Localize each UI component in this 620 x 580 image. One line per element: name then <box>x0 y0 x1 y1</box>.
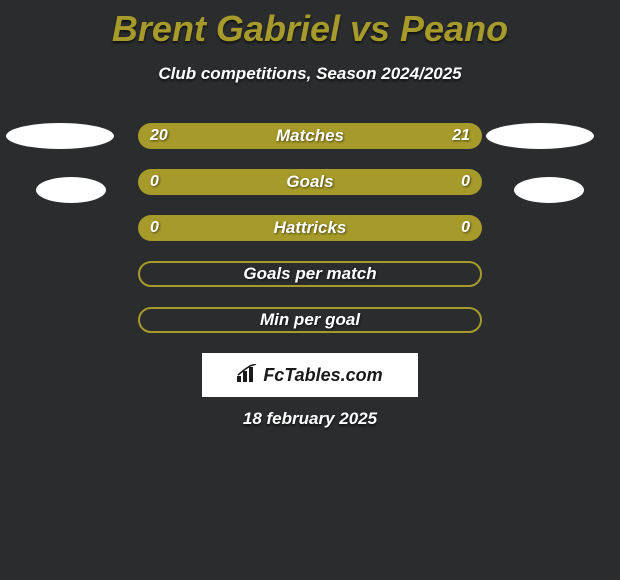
player-left-ellipse-icon <box>36 177 106 203</box>
fctables-logo: FcTables.com <box>202 353 418 397</box>
stat-left-value: 0 <box>150 219 159 237</box>
logo-text: FcTables.com <box>263 365 382 386</box>
date-label: 18 february 2025 <box>0 409 620 429</box>
stat-right-value: 0 <box>461 219 470 237</box>
stat-left-value: 20 <box>150 127 168 145</box>
stat-right-value: 0 <box>461 173 470 191</box>
player-right-ellipse-icon <box>486 123 594 149</box>
stat-label: Matches <box>276 126 344 146</box>
stat-label: Goals per match <box>243 264 376 284</box>
player-left-ellipse-icon <box>6 123 114 149</box>
stat-row-goals-per-match: Goals per match <box>138 261 482 287</box>
stat-label: Min per goal <box>260 310 360 330</box>
stats-container: 20 Matches 21 0 Goals 0 0 Hattricks 0 Go… <box>138 123 482 353</box>
bar-chart-icon <box>237 364 259 387</box>
stat-label: Goals <box>286 172 333 192</box>
stat-row-goals: 0 Goals 0 <box>138 169 482 195</box>
stat-right-value: 21 <box>452 127 470 145</box>
stat-left-value: 0 <box>150 173 159 191</box>
stat-label: Hattricks <box>274 218 347 238</box>
stat-row-min-per-goal: Min per goal <box>138 307 482 333</box>
stat-row-hattricks: 0 Hattricks 0 <box>138 215 482 241</box>
subtitle: Club competitions, Season 2024/2025 <box>0 64 620 84</box>
page-title: Brent Gabriel vs Peano <box>0 0 620 50</box>
player-right-ellipse-icon <box>514 177 584 203</box>
stat-row-matches: 20 Matches 21 <box>138 123 482 149</box>
